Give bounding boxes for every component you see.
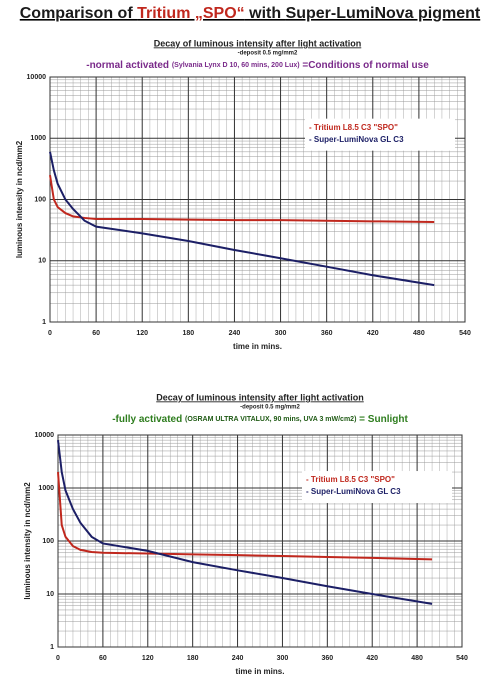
y-tick-label: 1000 [30, 135, 46, 142]
x-tick-label: 300 [275, 330, 287, 337]
y-tick-label: 1000 [38, 485, 54, 492]
x-tick-label: 480 [411, 655, 423, 662]
x-tick-label: 180 [182, 330, 194, 337]
legend-entry: - Tritium L8.5 C3 "SPO" [306, 475, 395, 484]
x-tick-label: 360 [321, 330, 333, 337]
legend-entry: - Super-LumiNova GL C3 [306, 487, 401, 496]
chart-subtitle: -deposit 0.5 mg/mm2 [240, 405, 300, 411]
condition-part: -fully activated [112, 414, 185, 425]
condition-part: -normal activated [86, 60, 172, 71]
condition-part: = Sunlight [356, 414, 408, 425]
y-tick-label: 10 [38, 258, 46, 265]
legend-box [302, 471, 452, 504]
x-tick-label: 420 [366, 655, 378, 662]
x-tick-label: 480 [413, 330, 425, 337]
x-tick-label: 360 [321, 655, 333, 662]
x-tick-label: 540 [459, 330, 471, 337]
x-tick-label: 120 [136, 330, 148, 337]
series-line [49, 174, 435, 223]
y-tick-label: 1 [42, 319, 46, 326]
condition-part: (OSRAM ULTRA VITALUX, 90 mins, UVA 3 mW/… [185, 416, 356, 423]
y-tick-label: 100 [42, 538, 54, 545]
x-tick-label: 120 [142, 655, 154, 662]
x-tick-label: 0 [56, 655, 60, 662]
x-tick-label: 240 [232, 655, 244, 662]
y-tick-label: 100 [34, 196, 46, 203]
y-axis-label: luminous intensity in ncd/mm2 [23, 482, 32, 600]
y-tick-label: 10000 [35, 432, 55, 439]
y-tick-label: 1 [50, 644, 54, 651]
y-tick-label: 10 [46, 591, 54, 598]
chart-title: Decay of luminous intensity after light … [154, 38, 362, 48]
x-tick-label: 420 [367, 330, 379, 337]
x-axis-label: time in mins. [233, 342, 282, 351]
legend-box [305, 118, 455, 151]
title-part: Comparison of [20, 5, 137, 22]
legend-entry: - Tritium L8.5 C3 "SPO" [309, 123, 398, 132]
y-axis-label: luminous intensity in ncd/mm2 [15, 140, 24, 258]
condition-part: =Conditions of normal use [300, 60, 430, 71]
x-tick-label: 300 [277, 655, 289, 662]
page-title: Comparison of Tritium „SPO“ with Super-L… [20, 5, 481, 22]
x-tick-label: 240 [229, 330, 241, 337]
y-tick-label: 10000 [27, 74, 47, 81]
series-line [49, 151, 435, 287]
chart-subtitle: -deposit 0.5 mg/mm2 [238, 51, 298, 57]
x-tick-label: 60 [92, 330, 100, 337]
series-line [57, 471, 433, 561]
x-tick-label: 180 [187, 655, 199, 662]
x-tick-label: 60 [99, 655, 107, 662]
title-part: with [245, 5, 286, 22]
chart-title: Decay of luminous intensity after light … [156, 392, 364, 402]
x-tick-label: 540 [456, 655, 468, 662]
title-part: Super-LumiNova pigment [286, 5, 481, 22]
series-line [57, 440, 433, 605]
x-axis-label: time in mins. [236, 667, 285, 676]
condition: -normal activated (Sylvania Lynx D 10, 6… [86, 60, 429, 71]
condition: -fully activated (OSRAM ULTRA VITALUX, 9… [112, 414, 408, 425]
title-part: Tritium „SPO“ [137, 5, 245, 22]
legend-entry: - Super-LumiNova GL C3 [309, 135, 404, 144]
x-tick-label: 0 [48, 330, 52, 337]
condition-part: (Sylvania Lynx D 10, 60 mins, 200 Lux) [172, 62, 300, 69]
